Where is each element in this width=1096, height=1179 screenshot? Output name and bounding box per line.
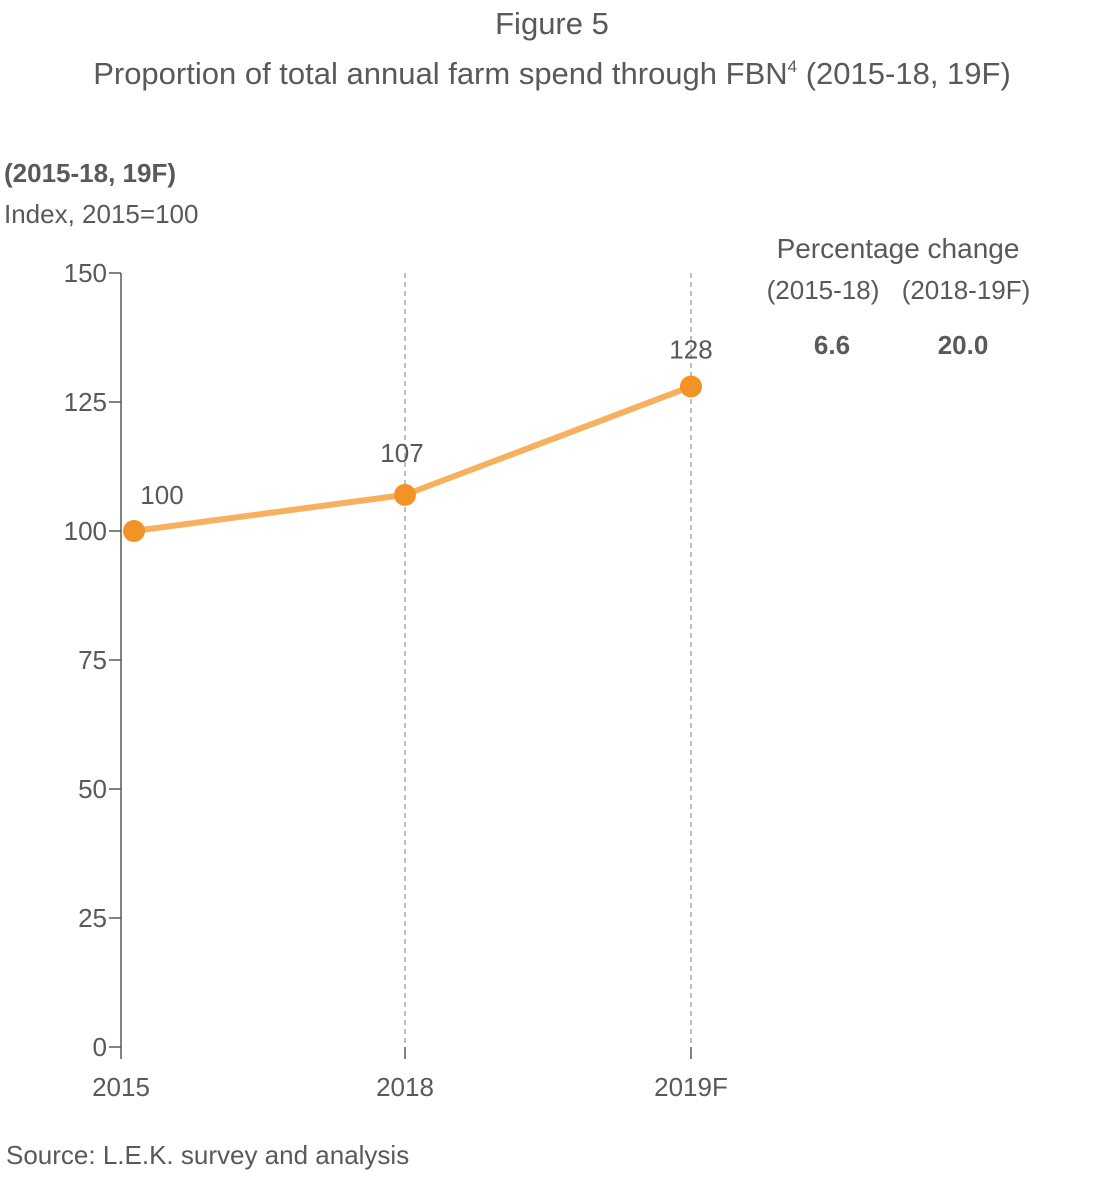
percentage-change-title: Percentage change bbox=[776, 233, 1020, 264]
chart-subtitle-index: Index, 2015=100 bbox=[4, 199, 199, 229]
data-labels: 100 107 128 bbox=[140, 335, 712, 510]
source-note: Source: L.E.K. survey and analysis bbox=[6, 1140, 410, 1170]
chart-subtitle-period: (2015-18, 19F) bbox=[4, 158, 176, 188]
figure-label: Figure 5 bbox=[495, 6, 609, 41]
y-tick-label-150: 150 bbox=[64, 258, 107, 288]
y-tick-label-75: 75 bbox=[78, 645, 107, 675]
data-point-2019F bbox=[680, 375, 702, 398]
x-tick-label-2018: 2018 bbox=[376, 1072, 434, 1102]
percentage-change-value-1: 6.6 bbox=[813, 330, 851, 360]
data-label-2015: 100 bbox=[140, 480, 183, 510]
y-tick-label-25: 25 bbox=[78, 903, 107, 933]
percentage-change-value-2: 20.0 bbox=[937, 330, 989, 360]
x-tick-label-2019F: 2019F bbox=[654, 1072, 728, 1102]
y-tick-label-50: 50 bbox=[78, 774, 107, 804]
data-label-2018: 107 bbox=[380, 438, 423, 468]
chart-title-suffix: (2015-18, 19F) bbox=[797, 56, 1011, 91]
chart-title: Proportion of total annual farm spend th… bbox=[0, 56, 1096, 92]
gridlines bbox=[404, 273, 692, 1047]
percentage-change-period-2: (2018-19F) bbox=[901, 275, 1031, 305]
y-axis-ticks: 0 25 50 75 100 125 150 bbox=[64, 258, 121, 1062]
y-tick-label-125: 125 bbox=[64, 387, 107, 417]
data-label-2019F: 128 bbox=[669, 335, 712, 365]
chart-title-footnote: 4 bbox=[787, 57, 798, 76]
data-point-2018 bbox=[394, 483, 416, 506]
x-tick-label-2015: 2015 bbox=[92, 1072, 150, 1102]
series bbox=[123, 375, 702, 542]
data-point-2015 bbox=[123, 520, 145, 542]
y-tick-label-0: 0 bbox=[93, 1032, 107, 1062]
chart-title-text: Proportion of total annual farm spend th… bbox=[93, 56, 788, 91]
percentage-change-period-1: (2015-18) bbox=[766, 275, 880, 305]
y-tick-label-100: 100 bbox=[64, 516, 107, 546]
x-axis-ticks: 2015 2018 2019F bbox=[92, 1047, 728, 1102]
